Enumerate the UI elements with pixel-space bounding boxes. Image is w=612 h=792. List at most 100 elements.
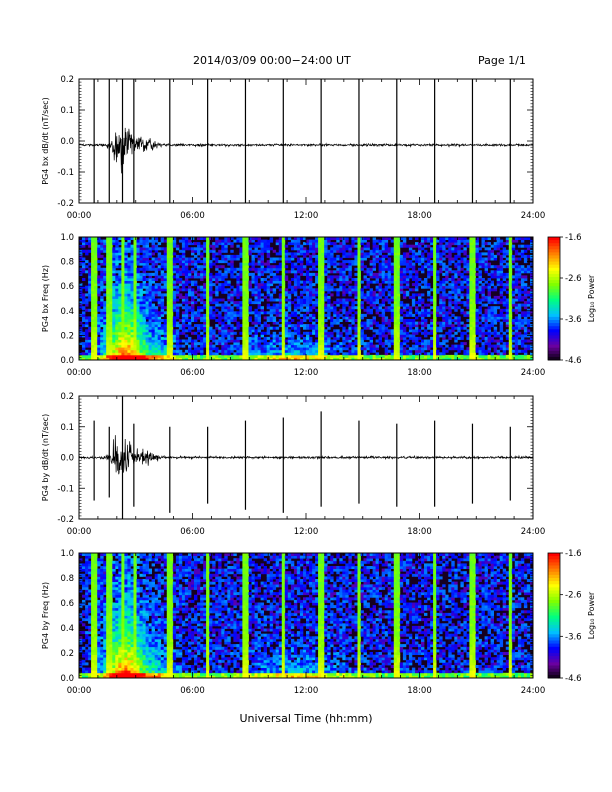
- spectrogram-cell: [336, 331, 340, 335]
- spectrogram-cell: [418, 352, 422, 356]
- spectrogram-cell: [357, 326, 361, 330]
- spectrogram-cell: [139, 249, 143, 253]
- spectrogram-cell: [85, 344, 89, 348]
- spectrogram-cell: [284, 349, 289, 353]
- spectrogram-cell: [154, 260, 159, 264]
- spectrogram-cell: [408, 321, 413, 325]
- spectrogram-cell: [115, 283, 119, 287]
- spectrogram-cell: [309, 352, 313, 356]
- spectrogram-cell: [296, 306, 301, 310]
- spectrogram-cell: [363, 237, 367, 240]
- spectrogram-cell: [333, 237, 337, 240]
- spectrogram-cell: [88, 308, 92, 312]
- spectrogram-cell: [336, 311, 340, 315]
- spectrogram-cell: [336, 316, 340, 320]
- spectrogram-cell: [181, 262, 186, 266]
- spectrogram-cell: [451, 329, 455, 333]
- spectrogram-cell: [221, 321, 225, 325]
- spectrogram-cell: [106, 270, 110, 274]
- spectrogram-cell: [384, 260, 389, 264]
- spectrogram-cell: [221, 249, 225, 253]
- spectrogram-cell: [469, 270, 473, 274]
- spectrogram-cell: [157, 331, 162, 335]
- spectrogram-cell: [275, 265, 280, 269]
- spectrogram-cell: [233, 254, 237, 258]
- spectrogram-cell: [203, 272, 207, 276]
- spectrogram-cell: [348, 270, 352, 274]
- spectrogram-cell: [148, 347, 152, 351]
- spectrogram-cell: [121, 242, 125, 246]
- spectrogram-cell: [248, 329, 252, 333]
- spectrogram-cell: [151, 331, 155, 335]
- spectrogram-cell: [339, 262, 343, 266]
- spectrogram-cell: [163, 278, 168, 281]
- spectrogram-cell: [154, 272, 159, 276]
- spectrogram-cell: [218, 303, 222, 307]
- spectrogram-cell: [178, 295, 183, 299]
- spectrogram-cell: [396, 321, 401, 325]
- spectrogram-cell: [133, 334, 137, 338]
- spectrogram-cell: [272, 326, 277, 330]
- spectrogram-cell: [227, 288, 231, 292]
- spectrogram-cell: [230, 290, 234, 294]
- spectrogram-cell: [451, 260, 455, 264]
- spectrogram-cell: [433, 249, 437, 253]
- spectrogram-cell: [427, 298, 431, 302]
- spectrogram-cell: [324, 254, 328, 258]
- spectrogram-cell: [387, 267, 392, 271]
- spectrogram-cell: [457, 316, 461, 320]
- spectrogram-cell: [233, 290, 237, 294]
- spectrogram-cell: [218, 321, 222, 325]
- spectrogram-cell: [91, 239, 95, 243]
- spectrogram-cell: [354, 239, 358, 243]
- spectrogram-cell: [166, 339, 171, 343]
- spectrogram-cell: [269, 349, 274, 353]
- spectrogram-cell: [448, 331, 452, 335]
- spectrogram-cell: [399, 342, 404, 346]
- spectrogram-cell: [418, 244, 422, 248]
- spectrogram-cell: [239, 349, 243, 353]
- spectrogram-cell: [121, 313, 125, 317]
- spectrogram-cell: [191, 293, 195, 297]
- spectrogram-cell: [166, 260, 171, 264]
- spectrogram-cell: [103, 260, 107, 264]
- spectrogram-cell: [427, 303, 431, 307]
- spectrogram-cell: [469, 298, 473, 302]
- spectrogram-cell: [445, 344, 449, 348]
- spectrogram-cell: [230, 260, 234, 264]
- spectrogram-cell: [172, 334, 177, 338]
- spectrogram-cell: [296, 252, 301, 256]
- spectrogram-cell: [245, 321, 249, 325]
- spectrogram-cell: [396, 303, 401, 307]
- spectrogram-cell: [154, 306, 159, 310]
- spectrogram-cell: [148, 349, 152, 353]
- spectrogram-cell: [254, 357, 258, 361]
- spectrogram-cell: [306, 331, 310, 335]
- spectrogram-cell: [257, 354, 261, 358]
- spectrogram-cell: [215, 285, 219, 289]
- spectrogram-cell: [439, 324, 443, 328]
- spectrogram-cell: [175, 324, 180, 328]
- spectrogram-cell: [472, 270, 476, 274]
- spectrogram-cell: [415, 352, 419, 356]
- spectrogram-cell: [127, 288, 131, 292]
- spectrogram-cell: [424, 280, 428, 284]
- spectrogram-cell: [136, 239, 140, 243]
- spectrogram-cell: [109, 270, 113, 274]
- spectrogram-cell: [166, 278, 171, 281]
- spectrogram-cell: [257, 301, 261, 305]
- spectrogram-cell: [393, 237, 398, 240]
- spectrogram-cell: [378, 283, 382, 287]
- spectrogram-cell: [245, 342, 249, 346]
- spectrogram-cell: [424, 265, 428, 269]
- spectrogram-cell: [109, 267, 113, 271]
- spectrogram-cell: [312, 242, 316, 246]
- spectrogram-cell: [130, 316, 134, 320]
- spectrogram-cell: [278, 347, 283, 351]
- spectrogram-cell: [130, 352, 134, 356]
- spectrogram-cell: [91, 357, 95, 361]
- spectrogram-cell: [378, 249, 382, 253]
- spectrogram-cell: [266, 242, 271, 246]
- spectrogram-cell: [348, 306, 352, 310]
- spectrogram-cell: [254, 301, 258, 305]
